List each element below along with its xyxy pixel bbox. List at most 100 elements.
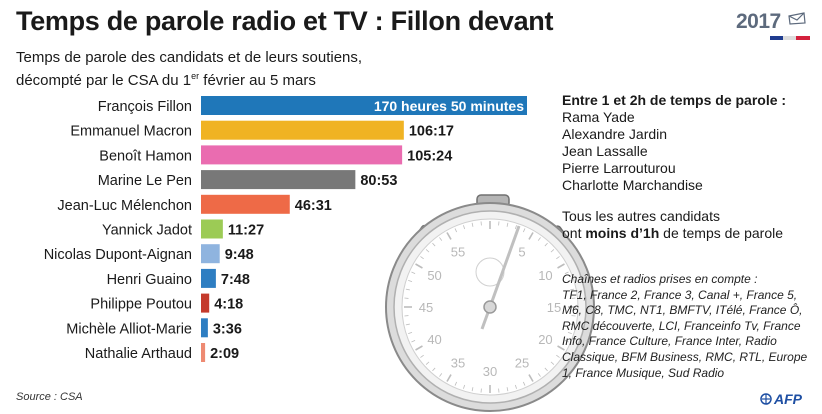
stopwatch-hand (488, 225, 521, 308)
subtitle-line-2-end: février au 5 mars (199, 72, 316, 89)
stopwatch-dial-number: 45 (419, 300, 433, 315)
notes-others: Tous les autres candidats ont moins d’1h… (562, 208, 812, 242)
channels-list: TF1, France 2, France 3, Canal +, France… (562, 287, 808, 380)
subtitle-line-1: Temps de parole des candidats et de leur… (16, 49, 363, 66)
stopwatch-tick (522, 381, 526, 386)
bar (201, 293, 210, 313)
value-label: 7:48 (221, 272, 250, 288)
logo-year: 2017 (736, 10, 781, 33)
stopwatch-tick (439, 237, 443, 241)
stopwatch-dial-number: 40 (427, 332, 441, 347)
stopwatch-dial-number: 10 (538, 268, 552, 283)
value-label: 4:18 (214, 297, 243, 313)
value-labels: 170 heures 50 minutes 106:17 105:24 80:53 46… (210, 98, 524, 362)
value-label: 11:27 (228, 223, 264, 239)
stopwatch-dial-number: 55 (451, 245, 465, 260)
category-label: Marine Le Pen (98, 173, 192, 189)
bar (201, 219, 223, 239)
category-label: Nathalie Arthaud (85, 346, 192, 362)
notes-name: Rama Yade (562, 109, 635, 125)
stopwatch-tick (564, 271, 569, 275)
stopwatch-dial-number: 5 (518, 245, 525, 260)
stopwatch-tick (463, 384, 466, 389)
stopwatch-pivot (483, 300, 497, 314)
notes-others-bold: moins d’1h (585, 225, 660, 241)
notes-others-pre: ont (562, 225, 586, 241)
value-label: 46:31 (295, 198, 332, 214)
subtitle-line-2: décompté par le CSA du 1er février au 5 … (16, 67, 436, 90)
stopwatch-tick (570, 288, 575, 291)
notes-others-post: de temps de parole (659, 225, 784, 241)
value-label: 2:09 (210, 346, 239, 362)
stopwatch-tick (528, 232, 534, 240)
notes-heading: Entre 1 et 2h de temps de parole : (562, 92, 787, 108)
stopwatch-tick (471, 387, 474, 392)
subtitle-superscript: er (191, 71, 200, 81)
category-labels: François Fillon Emmanuel Macron Benoît Ham… (44, 99, 192, 362)
stopwatch-tick (454, 228, 458, 233)
stopwatch-tick (557, 263, 565, 269)
stopwatch-tick (411, 271, 416, 275)
bar (201, 194, 290, 214)
stopwatch-tick (537, 373, 541, 377)
stopwatch-tick (432, 242, 436, 247)
stopwatch-tick (432, 367, 436, 372)
stopwatch-tick (506, 387, 509, 392)
page-title: Temps de parole radio et TV : Fillon dev… (16, 6, 554, 36)
category-label: Emmanuel Macron (70, 124, 192, 140)
category-label: Henri Guaino (107, 272, 192, 288)
stopwatch-tick (557, 345, 565, 351)
stopwatch-tick (550, 249, 555, 253)
notes-panel: Entre 1 et 2h de temps de parole : Rama … (562, 92, 812, 242)
stopwatch-tick (439, 373, 443, 377)
stopwatch-illustration: 5 10 15 20 25 30 35 40 45 50 55 (385, 194, 595, 412)
stopwatch-dial-number: 25 (515, 355, 529, 370)
bar (201, 120, 404, 140)
stopwatch-tick (544, 242, 548, 247)
notes-name: Alexandre Jardin (562, 126, 668, 142)
stopwatch-tick (454, 381, 458, 386)
bar (201, 268, 216, 288)
value-label: 3:36 (213, 321, 242, 337)
stopwatch-dial-number: 35 (451, 355, 465, 370)
stopwatch-tick (567, 280, 572, 283)
stopwatch-dial-number: 20 (538, 332, 552, 347)
stopwatch-tick (564, 339, 569, 343)
stopwatch-ticks (404, 221, 576, 393)
stopwatch-tick (514, 384, 517, 389)
stopwatch-tick (446, 232, 452, 240)
stopwatch-tick (522, 228, 526, 233)
bar (201, 145, 403, 165)
stopwatch-tick (471, 222, 474, 227)
stopwatch-tick (408, 331, 413, 334)
stopwatch-tick (446, 374, 452, 382)
bars-group (201, 96, 527, 362)
value-label: 9:48 (225, 247, 254, 263)
stopwatch-tick (514, 225, 517, 230)
category-label: Nicolas Dupont-Aignan (44, 247, 192, 263)
bar (201, 343, 206, 362)
stopwatch-tick (425, 249, 430, 253)
afp-logo: AFP (760, 391, 803, 407)
stopwatch-tick (405, 323, 410, 326)
stopwatch-tick (463, 225, 466, 230)
stopwatch-tick (544, 367, 548, 372)
category-label: Benoît Hamon (99, 148, 192, 164)
bar (201, 318, 208, 338)
notes-name: Charlotte Marchandise (562, 177, 703, 193)
stopwatch-tick (556, 354, 560, 358)
notes-name: Pierre Larrouturou (562, 160, 676, 176)
channels-note: Chaînes et radios prises en compte : TF1… (562, 272, 814, 381)
category-label: François Fillon (98, 99, 192, 115)
stopwatch-tick (420, 256, 424, 260)
stopwatch-dial-number: 15 (547, 300, 561, 315)
stopwatch-tick (556, 256, 560, 260)
stopwatch-tick (405, 288, 410, 291)
category-label: Philippe Poutou (90, 297, 192, 313)
stopwatch-tick (506, 222, 509, 227)
stopwatch-tick (415, 263, 423, 269)
bar (201, 170, 356, 190)
subtitle: Temps de parole des candidats et de leur… (16, 48, 436, 90)
value-label: 80:53 (360, 173, 397, 189)
